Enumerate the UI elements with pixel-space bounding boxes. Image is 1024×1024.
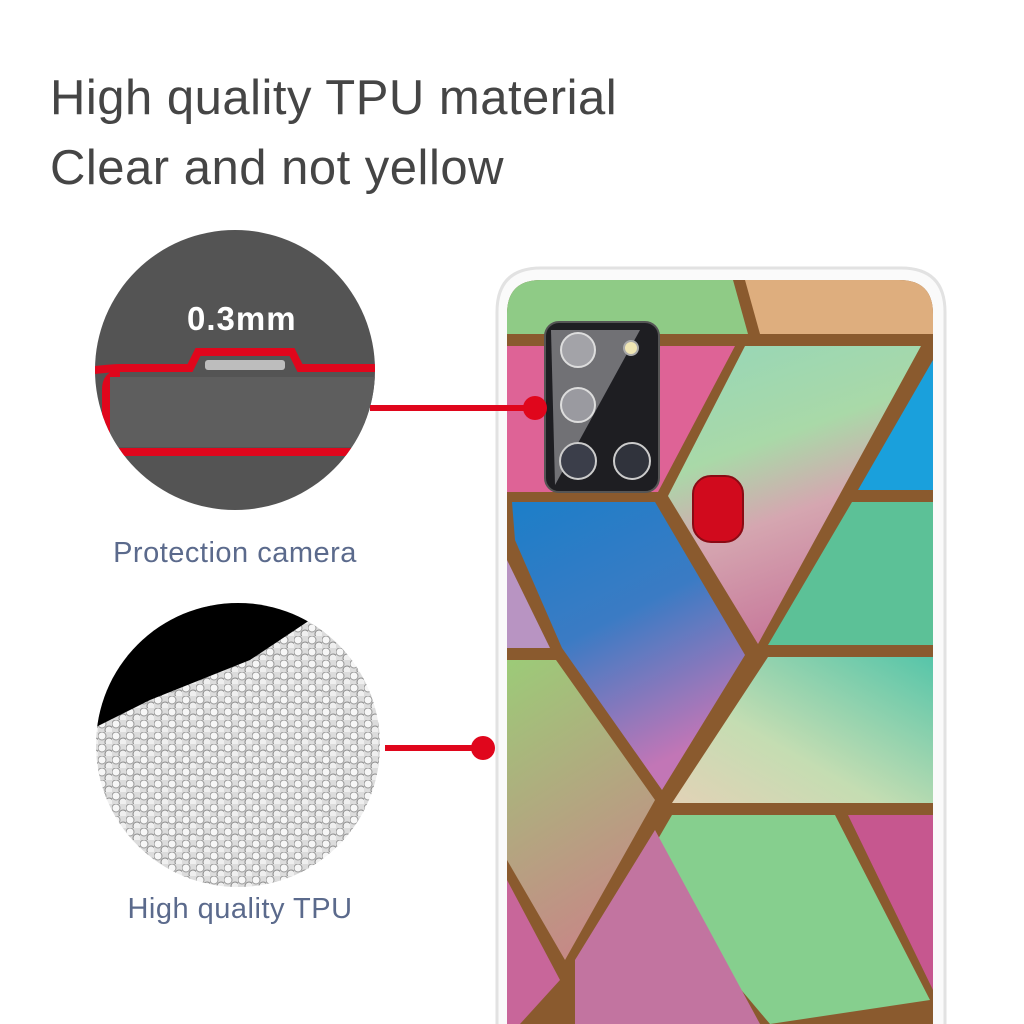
- fingerprint-cutout: [692, 475, 744, 543]
- tpu-material-callout: [96, 603, 495, 887]
- protection-camera-label: Protection camera: [113, 537, 357, 569]
- phone-case: [495, 266, 947, 1024]
- thickness-measurement: 0.3mm: [187, 300, 297, 337]
- tpu-label: High quality TPU: [127, 893, 353, 925]
- camera-cutout: [544, 321, 660, 493]
- headline-line-1: High quality TPU material: [50, 71, 618, 125]
- camera-protection-callout: [95, 230, 547, 510]
- headline-line-2: Clear and not yellow: [50, 141, 504, 195]
